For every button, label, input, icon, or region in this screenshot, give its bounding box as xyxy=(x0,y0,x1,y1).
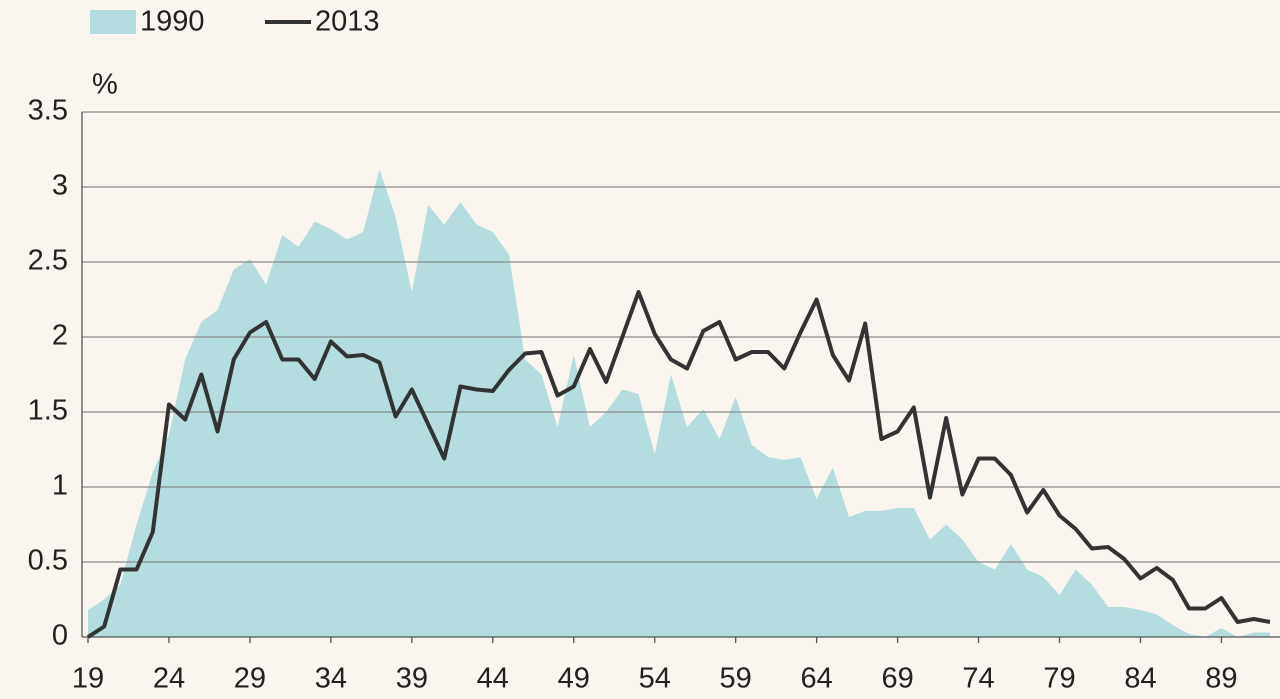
y-tick-label: 0.5 xyxy=(28,545,68,577)
x-tick-label: 39 xyxy=(396,663,428,695)
x-tick-label: 19 xyxy=(72,663,104,695)
x-tick-label: 89 xyxy=(1205,663,1237,695)
x-tick-label: 34 xyxy=(315,663,347,695)
line xyxy=(86,290,1271,639)
y-tick-label: 3.5 xyxy=(28,95,68,127)
x-tick-label: 79 xyxy=(1043,663,1075,695)
x-tick-label: 59 xyxy=(720,663,752,695)
y-tick-label: 1 xyxy=(52,470,68,502)
x-tick-label: 64 xyxy=(800,663,832,695)
x-tick-label: 69 xyxy=(881,663,913,695)
x-tick-label: 49 xyxy=(558,663,590,695)
x-tick-label: 84 xyxy=(1124,663,1156,695)
legend-label: 1990 xyxy=(140,6,205,38)
x-tick-label: 44 xyxy=(477,663,509,695)
legend-label: 2013 xyxy=(315,6,380,38)
x-tick-label: 74 xyxy=(962,663,994,695)
y-tick-label: 2 xyxy=(52,320,68,352)
y-tick-label: 0 xyxy=(52,620,68,652)
y-axis-label: % xyxy=(92,69,118,101)
y-tick-label: 2.5 xyxy=(28,245,68,277)
x-tick-label: 24 xyxy=(153,663,185,695)
legend-swatch xyxy=(90,10,136,34)
y-tick-label: 3 xyxy=(52,170,68,202)
y-tick-label: 1.5 xyxy=(28,395,68,427)
x-tick-label: 29 xyxy=(234,663,266,695)
area xyxy=(88,169,1270,637)
x-tick-label: 54 xyxy=(639,663,671,695)
